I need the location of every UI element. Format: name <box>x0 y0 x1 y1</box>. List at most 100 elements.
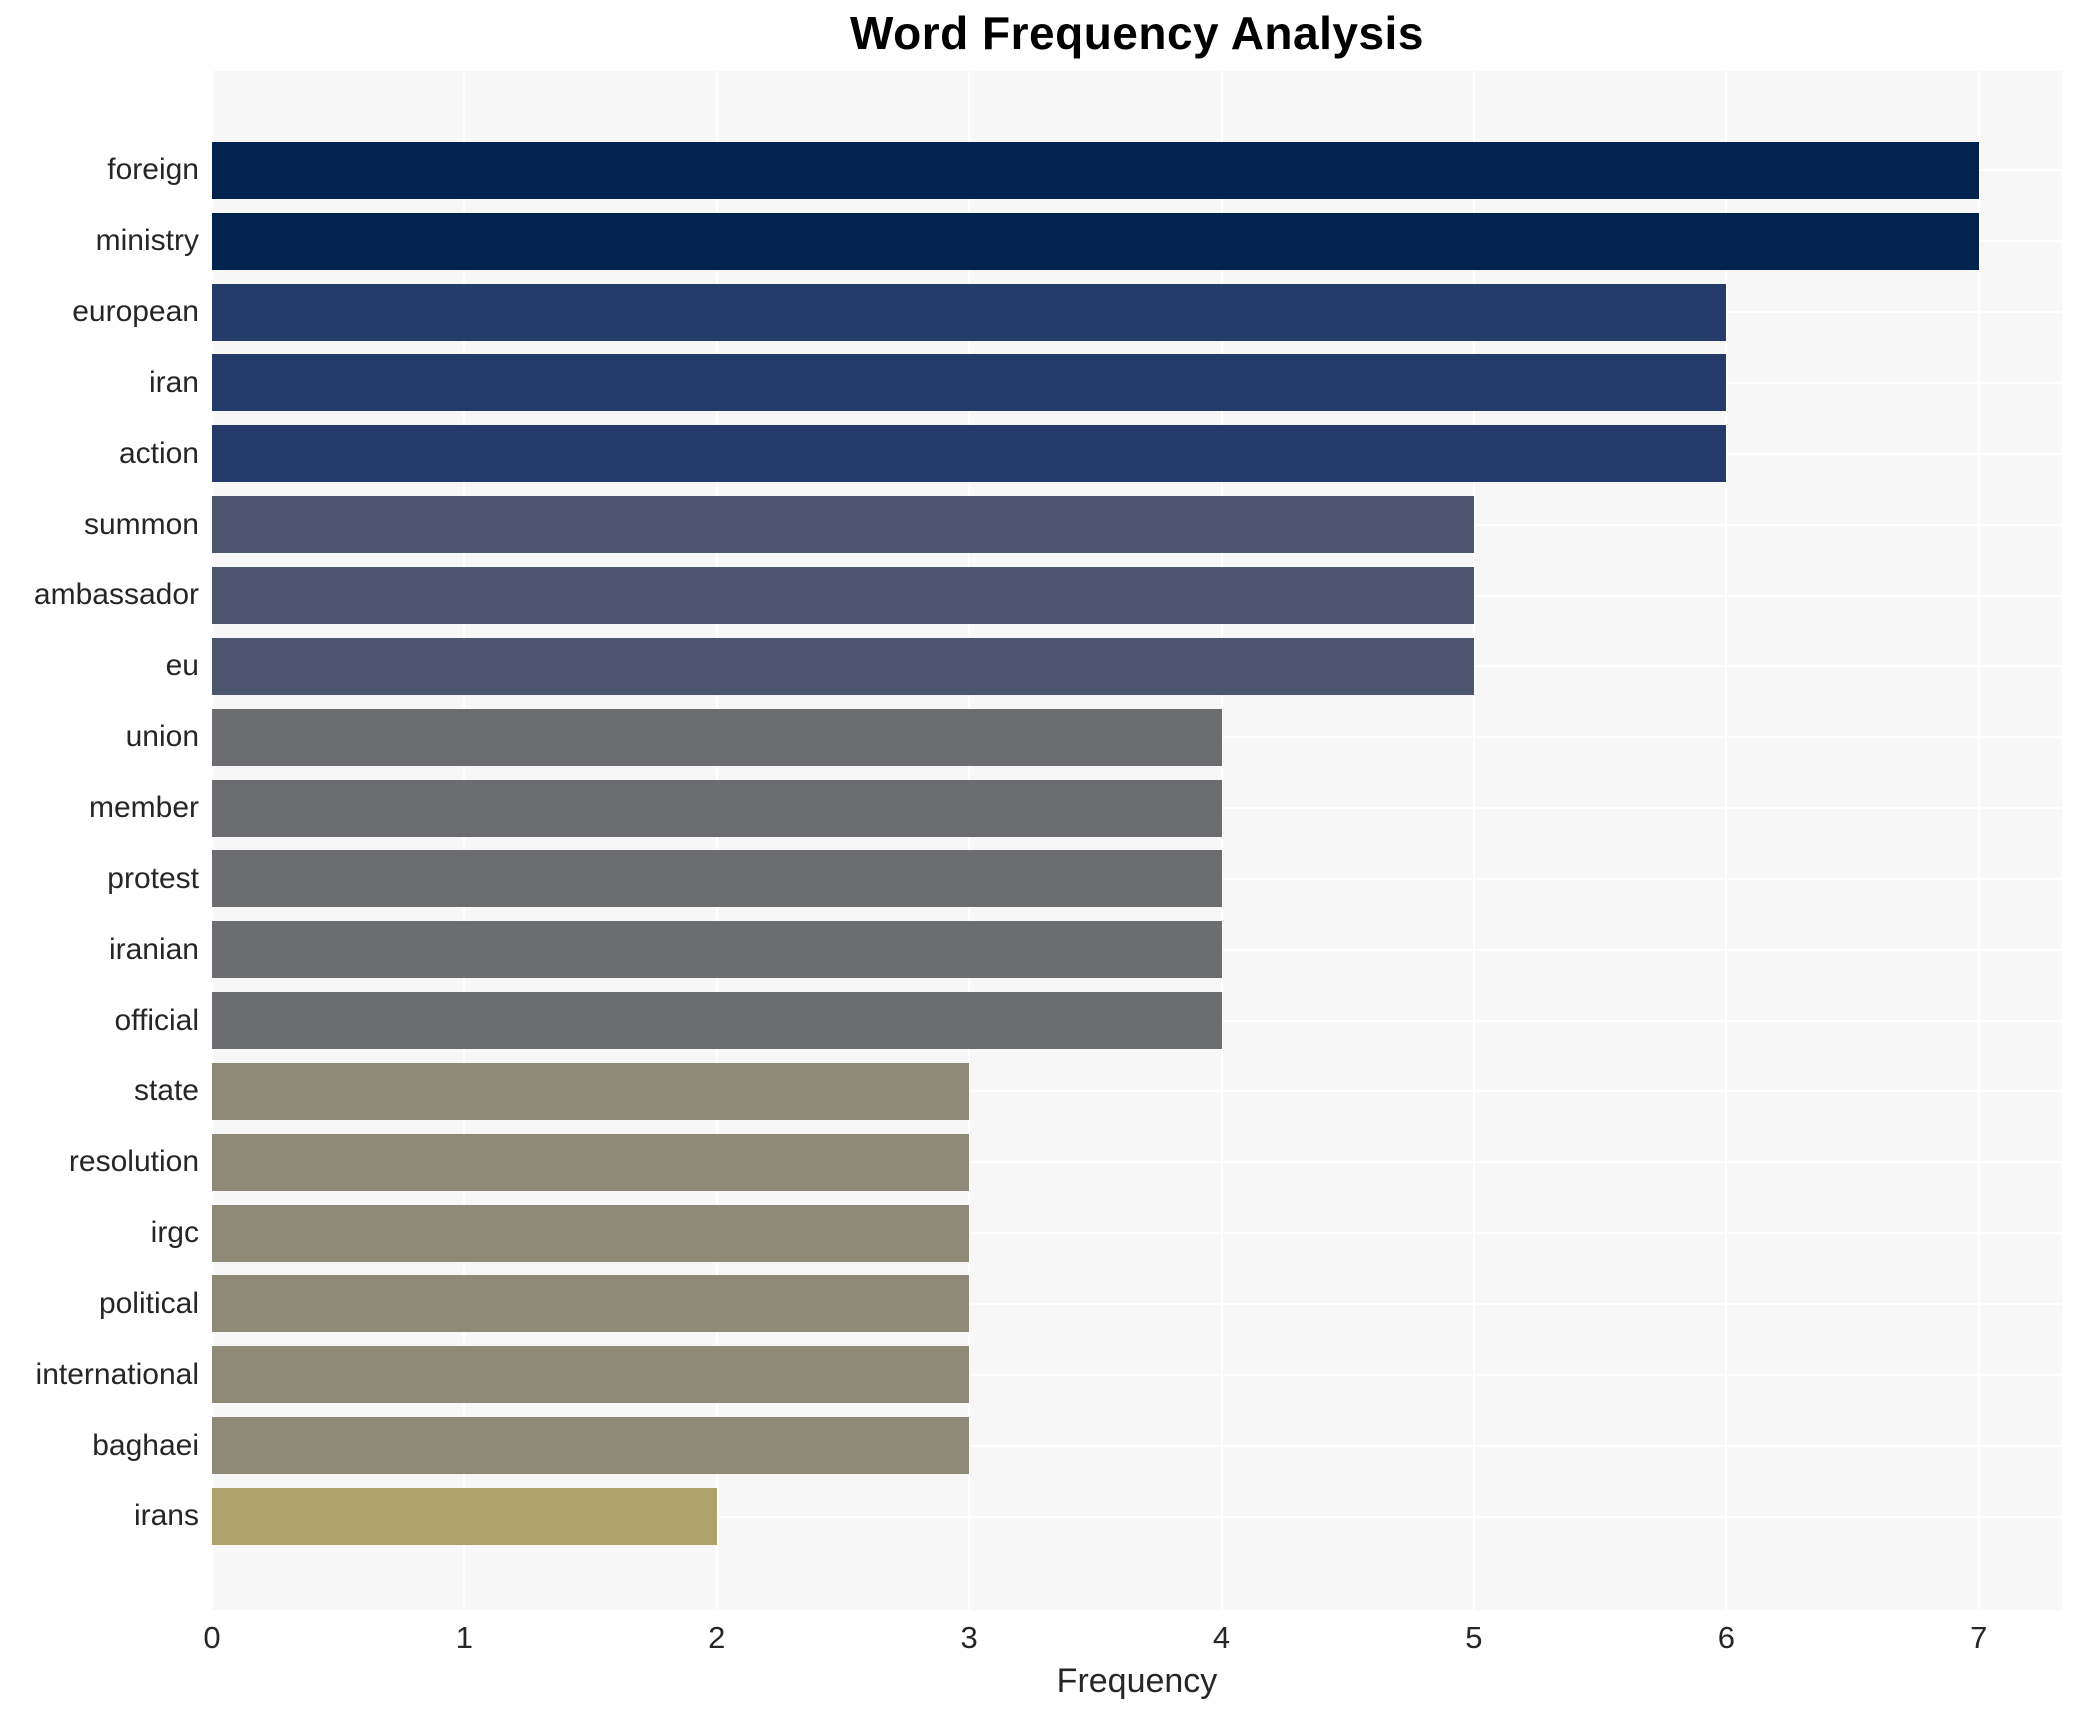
bar-row: summon <box>0 489 2062 560</box>
bar-row: european <box>0 277 2062 348</box>
bar-track <box>212 1133 2062 1191</box>
bar-irans <box>212 1487 717 1545</box>
bar-international <box>212 1346 970 1404</box>
category-label-protest: protest <box>107 861 199 895</box>
category-label-iranian: iranian <box>108 932 199 966</box>
bar-track <box>212 1275 2062 1333</box>
category-label-official: official <box>114 1003 200 1037</box>
bar-row: irans <box>0 1481 2062 1552</box>
bar-action <box>212 425 1727 483</box>
bar-row: union <box>0 702 2062 773</box>
bar-row: action <box>0 418 2062 489</box>
gridline-y <box>212 1161 2062 1164</box>
bar-foreign <box>212 141 1979 199</box>
bar-track <box>212 850 2062 908</box>
bar-track <box>212 354 2062 412</box>
bar-track <box>212 283 2062 341</box>
gridline-y <box>212 1232 2062 1235</box>
bar-protest <box>212 850 1222 908</box>
bar-row: protest <box>0 843 2062 914</box>
bar-iranian <box>212 921 1222 979</box>
gridline-y <box>212 1303 2062 1306</box>
x-tick-5: 5 <box>1465 1620 1483 1655</box>
category-label-foreign: foreign <box>107 153 199 187</box>
bar-rows: foreign ministry european iran action summon a… <box>0 135 2062 1552</box>
bar-row: state <box>0 1056 2062 1127</box>
bar-summon <box>212 496 1474 554</box>
gridline-x-0 <box>211 71 213 1610</box>
bar-iran <box>212 354 1727 412</box>
gridline-y <box>212 1373 2062 1376</box>
bar-track <box>212 1346 2062 1404</box>
bar-row: baghaei <box>0 1410 2062 1481</box>
bar-row: member <box>0 773 2062 844</box>
category-label-irans: irans <box>133 1499 199 1533</box>
gridline-x-4 <box>1220 71 1223 1610</box>
category-label-eu: eu <box>165 649 199 683</box>
gridline-x-2 <box>715 71 718 1610</box>
bar-resolution <box>212 1133 970 1191</box>
bar-baghaei <box>212 1417 970 1475</box>
bar-row: political <box>0 1269 2062 1340</box>
bar-track <box>212 425 2062 483</box>
bar-political <box>212 1275 970 1333</box>
category-label-state: state <box>133 1074 199 1108</box>
bar-track <box>212 212 2062 270</box>
gridline-y <box>212 1444 2062 1447</box>
bar-row: eu <box>0 631 2062 702</box>
gridline-x-6 <box>1725 71 1728 1610</box>
gridline-x-5 <box>1472 71 1475 1610</box>
x-tick-4: 4 <box>1212 1620 1231 1655</box>
category-label-member: member <box>88 791 199 825</box>
bar-track <box>212 779 2062 837</box>
category-label-baghaei: baghaei <box>92 1428 199 1462</box>
bar-official <box>212 992 1222 1050</box>
x-tick-6: 6 <box>1717 1620 1735 1655</box>
category-label-action: action <box>118 436 199 470</box>
category-label-ministry: ministry <box>95 224 199 258</box>
category-label-political: political <box>98 1286 199 1320</box>
x-axis-ticks: 0 1 2 3 4 5 6 7 <box>0 1620 2093 1660</box>
gridline-y <box>212 1090 2062 1093</box>
bar-track <box>212 637 2062 695</box>
bar-state <box>212 1062 970 1120</box>
bar-row: irgc <box>0 1198 2062 1269</box>
bar-european <box>212 283 1727 341</box>
bar-row: resolution <box>0 1127 2062 1198</box>
bar-track <box>212 708 2062 766</box>
bar-row: official <box>0 985 2062 1056</box>
bar-track <box>212 921 2062 979</box>
category-label-summon: summon <box>83 507 199 541</box>
bar-track <box>212 566 2062 624</box>
x-tick-2: 2 <box>708 1620 726 1655</box>
bar-row: iranian <box>0 914 2062 985</box>
category-label-european: european <box>72 295 199 329</box>
x-tick-0: 0 <box>203 1620 221 1655</box>
bar-row: ambassador <box>0 560 2062 631</box>
category-label-ambassador: ambassador <box>33 578 199 612</box>
category-label-irgc: irgc <box>150 1216 199 1250</box>
bar-row: ministry <box>0 206 2062 277</box>
gridline-x-3 <box>968 71 971 1610</box>
bar-track <box>212 496 2062 554</box>
bar-track <box>212 141 2062 199</box>
x-tick-3: 3 <box>960 1620 978 1655</box>
bar-row: international <box>0 1339 2062 1410</box>
gridline-y <box>212 1515 2062 1518</box>
category-label-iran: iran <box>148 365 199 399</box>
x-tick-7: 7 <box>1970 1620 1988 1655</box>
bar-member <box>212 779 1222 837</box>
bar-union <box>212 708 1222 766</box>
category-label-union: union <box>125 720 199 754</box>
bar-ministry <box>212 212 1979 270</box>
gridline-x-7 <box>1977 71 1980 1610</box>
x-axis-title: Frequency <box>1056 1662 1218 1700</box>
bar-eu <box>212 637 1474 695</box>
gridline-x-1 <box>463 71 466 1610</box>
bar-track <box>212 1487 2062 1545</box>
bar-track <box>212 1204 2062 1262</box>
bar-track <box>212 1417 2062 1475</box>
bar-track <box>212 1062 2062 1120</box>
category-label-international: international <box>35 1357 199 1391</box>
